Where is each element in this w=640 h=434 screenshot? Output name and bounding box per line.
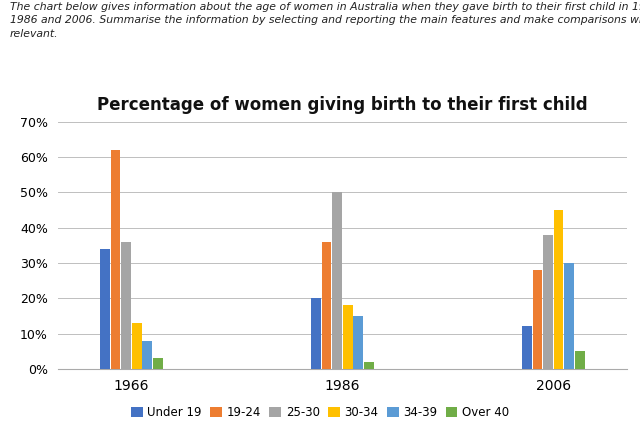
Legend: Under 19, 19-24, 25-30, 30-34, 34-39, Over 40: Under 19, 19-24, 25-30, 30-34, 34-39, Ov…: [126, 401, 514, 424]
Bar: [100, 249, 110, 369]
Bar: [543, 235, 553, 369]
Bar: [522, 326, 532, 369]
Bar: [143, 341, 152, 369]
Bar: [575, 351, 584, 369]
Bar: [132, 323, 141, 369]
Bar: [111, 150, 120, 369]
Bar: [554, 210, 563, 369]
Bar: [311, 298, 321, 369]
Bar: [364, 362, 374, 369]
Bar: [322, 242, 332, 369]
Title: Percentage of women giving birth to their first child: Percentage of women giving birth to thei…: [97, 96, 588, 115]
Text: The chart below gives information about the age of women in Australia when they : The chart below gives information about …: [10, 2, 640, 39]
Bar: [353, 316, 363, 369]
Bar: [332, 192, 342, 369]
Bar: [532, 270, 542, 369]
Bar: [153, 358, 163, 369]
Bar: [564, 263, 574, 369]
Bar: [122, 242, 131, 369]
Bar: [343, 305, 353, 369]
